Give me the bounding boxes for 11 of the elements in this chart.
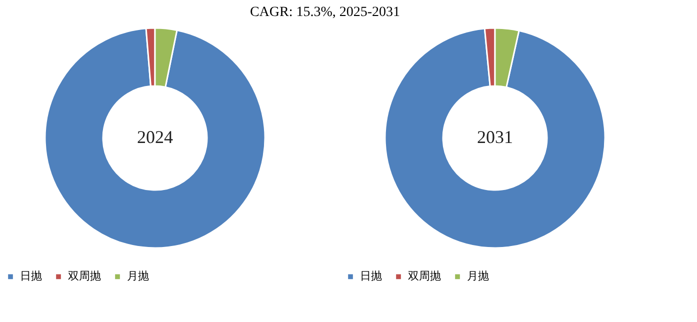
text: CAGR: 15.3%, 2025-2031 [250,5,400,20]
legend-label: 日抛 [360,270,382,283]
legend-label: 月抛 [467,270,489,283]
legend-label: 双周抛 [408,270,441,283]
legend-label: 月抛 [127,270,149,283]
legend-label: 日抛 [20,270,42,283]
text: 2024 [137,127,173,147]
donut-slice [44,28,266,249]
legend-label: 双周抛 [68,270,101,283]
text: 2031 [477,127,513,147]
donut-slice [384,28,606,249]
